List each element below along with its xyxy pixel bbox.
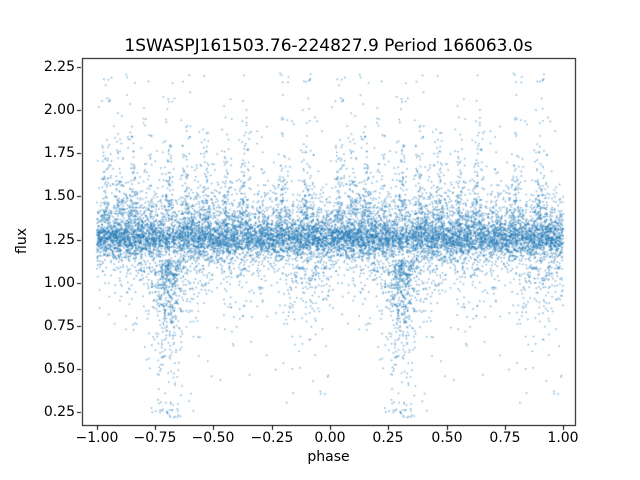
y-tick-label: 0.75 bbox=[43, 318, 75, 334]
y-tick-label: 0.50 bbox=[43, 361, 75, 377]
x-tick-label: 0.00 bbox=[314, 430, 346, 446]
x-tick-label: 0.50 bbox=[431, 430, 463, 446]
x-tick-label: −0.50 bbox=[191, 430, 235, 446]
x-tick-label: 0.75 bbox=[489, 430, 521, 446]
x-tick-label: −0.75 bbox=[133, 430, 177, 446]
y-tick-label: 1.25 bbox=[43, 232, 75, 248]
x-tick-label: −1.00 bbox=[75, 430, 119, 446]
x-tick-label: 0.25 bbox=[372, 430, 404, 446]
y-tick-label: 1.75 bbox=[43, 145, 75, 161]
y-tick-label: 0.25 bbox=[43, 404, 75, 420]
y-tick-label: 2.25 bbox=[43, 59, 75, 75]
x-tick-label: 1.00 bbox=[547, 430, 579, 446]
x-tick-label: −0.25 bbox=[250, 430, 294, 446]
y-tick-label: 1.00 bbox=[43, 275, 75, 291]
y-tick-label: 2.00 bbox=[43, 102, 75, 118]
y-tick-label: 1.50 bbox=[43, 188, 75, 204]
